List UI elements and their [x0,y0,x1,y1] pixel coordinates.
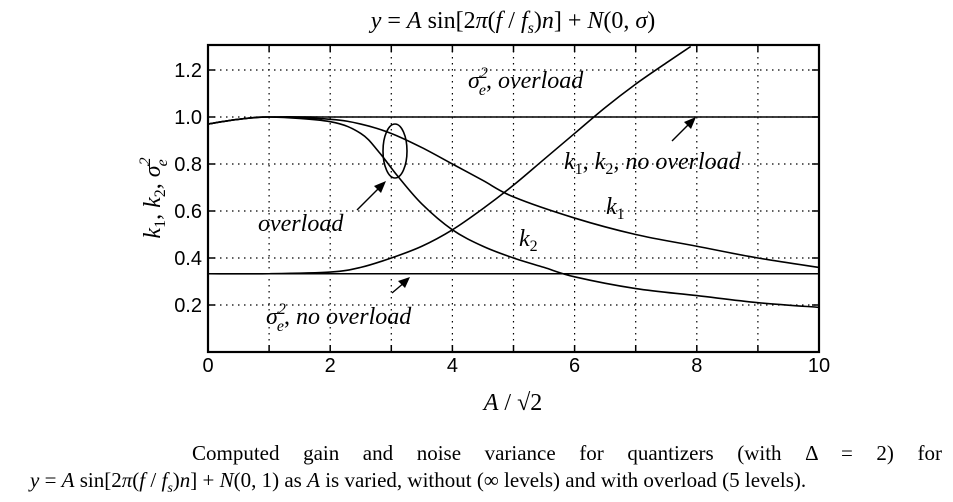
chart: 0 2 4 6 8 10 0.2 0.4 0.6 0.8 1.0 1.2 y = A sin[2π(… [137,8,830,416]
annotation-k1: k1 [606,194,625,223]
x-tick-labels: 0 2 4 6 8 10 [202,355,830,377]
annotation-sigma-overload: σ2 e, overload [468,65,584,99]
y-tick-label: 0.6 [174,201,202,223]
arrow-k-no-overload [671,117,696,142]
annotation-k2: k2 [519,226,538,255]
overload-ellipse [382,123,408,179]
annotation-k-no-overload: k1, k2, no overload [564,149,742,178]
caption-line-2: y = A sin[2π(f / fs)n] + N(0, 1) as A is… [30,468,807,497]
y-tick-label: 0.8 [174,154,202,176]
y-tick-label: 1.2 [174,60,202,82]
arrow-sigma-no-overload [391,277,410,294]
figure-caption: Computed gain and noise variance for qua… [30,440,942,502]
annotation-overload: overload [258,211,344,237]
x-axis-label: A / √2 [482,390,543,416]
annotation-sigma-no-overload: σ2 e, no overload [266,301,412,335]
y-tick-label: 1.0 [174,107,202,129]
axis-ticks [208,45,819,352]
y-tick-label: 0.4 [174,248,202,270]
x-tick-label: 10 [808,355,830,377]
y-tick-label: 0.2 [174,295,202,317]
curve--e-overload [207,45,692,275]
x-tick-label: 2 [325,355,336,377]
x-tick-label: 4 [447,355,458,377]
caption-line-1: Computed gain and noise variance for qua… [192,441,942,465]
y-tick-labels: 0.2 0.4 0.6 0.8 1.0 1.2 [174,60,202,317]
data-curves [207,45,820,309]
chart-title: y = A sin[2π(f / fs)n] + N(0, σ) [369,8,656,37]
y-axis-label: k1, k2, σ2e [137,157,171,238]
x-tick-label: 6 [569,355,580,377]
x-tick-label: 0 [202,355,213,377]
x-tick-label: 8 [691,355,702,377]
arrow-overload [356,181,386,211]
curve-k1-overload- [207,116,820,269]
